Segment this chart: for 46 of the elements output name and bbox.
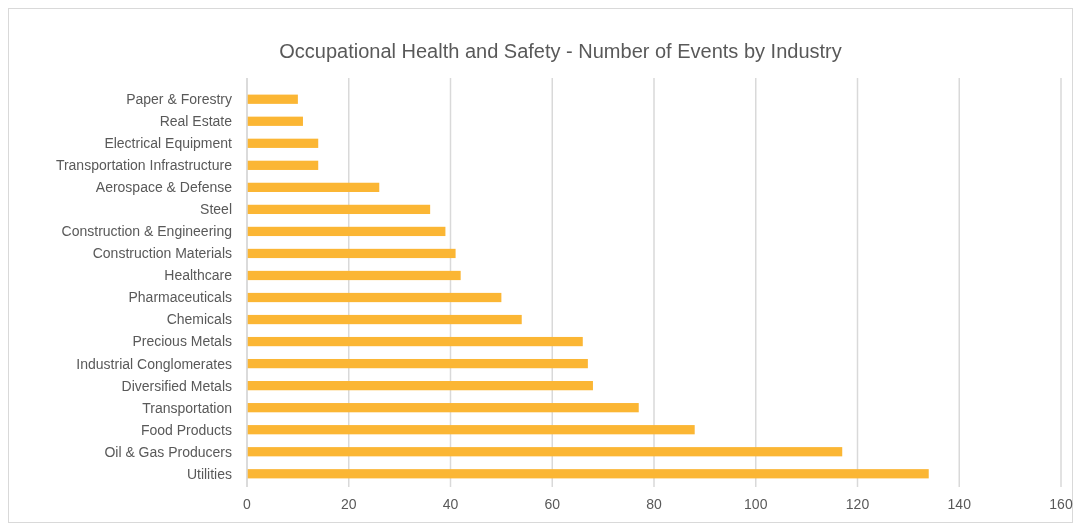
x-tick-label: 20 — [340, 496, 357, 512]
bar — [247, 469, 929, 479]
bar — [247, 336, 583, 347]
y-tick-label: Pharmaceuticals — [128, 289, 232, 306]
bar — [247, 447, 843, 457]
bar — [247, 182, 380, 192]
bar — [247, 425, 695, 435]
bar — [247, 138, 319, 148]
bar — [247, 292, 502, 303]
bar — [247, 204, 431, 215]
bar — [247, 358, 588, 369]
y-tick-label: Transportation Infrastructure — [55, 157, 233, 174]
bar — [247, 381, 593, 391]
bar — [247, 226, 446, 237]
y-tick-label: Food Products — [140, 421, 232, 438]
x-tick-label: 140 — [947, 496, 972, 512]
x-tick-label: 60 — [544, 496, 561, 512]
x-tick-label: 120 — [845, 496, 870, 512]
bar — [247, 403, 639, 413]
y-tick-label: Industrial Conglomerates — [76, 355, 232, 372]
y-tick-label: Transportation — [142, 399, 232, 416]
y-tick-label: Electrical Equipment — [104, 135, 233, 152]
x-tick-label: 160 — [1049, 496, 1073, 512]
y-tick-label: Real Estate — [159, 113, 233, 130]
x-tick-label: 100 — [744, 496, 768, 512]
y-tick-label: Steel — [200, 201, 232, 218]
x-tick-label: 40 — [442, 496, 459, 512]
y-tick-label: Healthcare — [164, 267, 233, 284]
y-tick-label: Oil & Gas Producers — [104, 443, 232, 460]
bar — [247, 94, 298, 104]
x-tick-label: 0 — [243, 496, 252, 512]
y-tick-label: Aerospace & Defense — [95, 179, 233, 196]
y-tick-label: Diversified Metals — [121, 377, 232, 394]
y-tick-label: Construction & Engineering — [61, 223, 232, 240]
y-tick-label: Utilities — [186, 465, 232, 482]
bar — [247, 248, 456, 259]
y-tick-label: Chemicals — [166, 311, 232, 328]
y-tick-label: Paper & Forestry — [126, 91, 232, 108]
bar — [247, 116, 303, 126]
bar — [247, 314, 522, 325]
bar — [247, 270, 461, 281]
y-tick-label: Construction Materials — [92, 245, 232, 262]
y-tick-label: Precious Metals — [132, 333, 232, 350]
x-tick-label: 80 — [646, 496, 662, 512]
bar — [247, 160, 319, 170]
chart-title: Occupational Health and Safety - Number of Events by Industry — [279, 40, 842, 62]
